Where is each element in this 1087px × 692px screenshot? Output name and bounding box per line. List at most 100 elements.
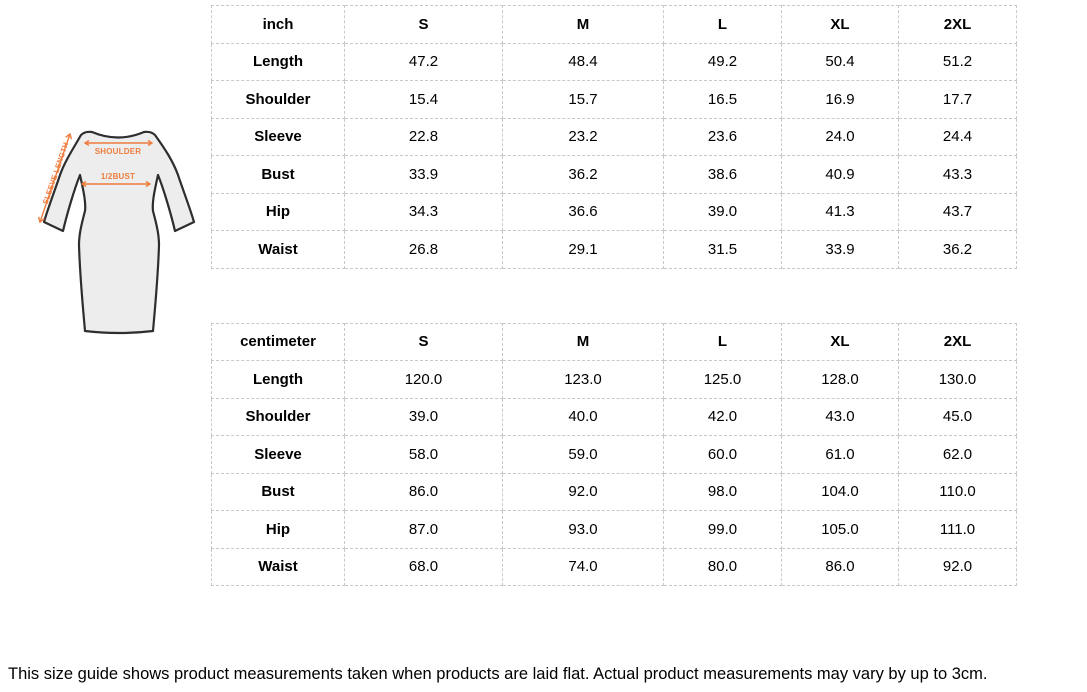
value-cell: 59.0 xyxy=(502,435,664,474)
shoulder-label: SHOULDER xyxy=(95,147,142,156)
unit-header-cell: centimeter xyxy=(211,322,345,361)
measure-label-cell: Hip xyxy=(211,192,345,231)
measurement-row: Sleeve 22.8 23.2 23.6 24.0 24.4 xyxy=(211,117,1017,156)
value-cell: 93.0 xyxy=(502,510,664,549)
value-cell: 34.3 xyxy=(344,192,503,231)
value-cell: 22.8 xyxy=(344,117,503,156)
value-cell: 43.0 xyxy=(781,397,899,436)
value-cell: 31.5 xyxy=(663,230,782,269)
measure-label-cell: Length xyxy=(211,42,345,81)
measurement-row: Length 120.0 123.0 125.0 128.0 130.0 xyxy=(211,360,1017,399)
dress-diagram-svg: SHOULDER 1/2BUST SLEEVE LENGTH xyxy=(37,130,196,335)
size-header-cell: S xyxy=(344,322,503,361)
value-cell: 87.0 xyxy=(344,510,503,549)
value-cell: 50.4 xyxy=(781,42,899,81)
measurement-row: Hip 34.3 36.6 39.0 41.3 43.7 xyxy=(211,192,1017,231)
measurement-row: Length 47.2 48.4 49.2 50.4 51.2 xyxy=(211,42,1017,81)
value-cell: 68.0 xyxy=(344,547,503,586)
measurement-row: Shoulder 39.0 40.0 42.0 43.0 45.0 xyxy=(211,397,1017,436)
dress-shape xyxy=(42,130,196,335)
size-guide-note: This size guide shows product measuremen… xyxy=(8,665,988,683)
value-cell: 15.7 xyxy=(502,80,664,119)
value-cell: 36.6 xyxy=(502,192,664,231)
size-header-cell: 2XL xyxy=(898,322,1017,361)
value-cell: 40.0 xyxy=(502,397,664,436)
value-cell: 125.0 xyxy=(663,360,782,399)
value-cell: 47.2 xyxy=(344,42,503,81)
value-cell: 74.0 xyxy=(502,547,664,586)
size-tables: inch S M L XL 2XL Length 47.2 48.4 49.2 50.4 51.2 Sh… xyxy=(211,5,1017,586)
value-cell: 92.0 xyxy=(502,472,664,511)
value-cell: 130.0 xyxy=(898,360,1017,399)
value-cell: 43.7 xyxy=(898,192,1017,231)
value-cell: 99.0 xyxy=(663,510,782,549)
value-cell: 17.7 xyxy=(898,80,1017,119)
size-header-cell: L xyxy=(663,322,782,361)
value-cell: 24.4 xyxy=(898,117,1017,156)
value-cell: 51.2 xyxy=(898,42,1017,81)
value-cell: 92.0 xyxy=(898,547,1017,586)
value-cell: 23.6 xyxy=(663,117,782,156)
size-table-centimeter: centimeter S M L XL 2XL Length 120.0 123.0 125.0 1… xyxy=(211,322,1017,587)
half-bust-arrow xyxy=(80,180,152,188)
measure-label-cell: Shoulder xyxy=(211,80,345,119)
value-cell: 104.0 xyxy=(781,472,899,511)
value-cell: 86.0 xyxy=(781,547,899,586)
measurement-row: Sleeve 58.0 59.0 60.0 61.0 62.0 xyxy=(211,435,1017,474)
value-cell: 23.2 xyxy=(502,117,664,156)
size-header-cell: XL xyxy=(781,5,899,44)
measure-label-cell: Waist xyxy=(211,547,345,586)
measure-label-cell: Bust xyxy=(211,472,345,511)
measurement-row: Waist 26.8 29.1 31.5 33.9 36.2 xyxy=(211,230,1017,269)
value-cell: 120.0 xyxy=(344,360,503,399)
value-cell: 80.0 xyxy=(663,547,782,586)
value-cell: 110.0 xyxy=(898,472,1017,511)
value-cell: 16.5 xyxy=(663,80,782,119)
sleeve-length-arrow xyxy=(37,132,73,224)
value-cell: 33.9 xyxy=(781,230,899,269)
measurement-row: Waist 68.0 74.0 80.0 86.0 92.0 xyxy=(211,547,1017,586)
value-cell: 45.0 xyxy=(898,397,1017,436)
measure-label-cell: Sleeve xyxy=(211,435,345,474)
measure-label-cell: Hip xyxy=(211,510,345,549)
value-cell: 36.2 xyxy=(898,230,1017,269)
size-table-inch: inch S M L XL 2XL Length 47.2 48.4 49.2 50.4 51.2 Sh… xyxy=(211,5,1017,269)
value-cell: 43.3 xyxy=(898,155,1017,194)
measure-label-cell: Bust xyxy=(211,155,345,194)
size-header-cell: 2XL xyxy=(898,5,1017,44)
half-bust-label: 1/2BUST xyxy=(101,172,135,181)
value-cell: 29.1 xyxy=(502,230,664,269)
value-cell: 86.0 xyxy=(344,472,503,511)
measurement-row: Bust 86.0 92.0 98.0 104.0 110.0 xyxy=(211,472,1017,511)
size-header-cell: S xyxy=(344,5,503,44)
value-cell: 26.8 xyxy=(344,230,503,269)
header-row: centimeter S M L XL 2XL xyxy=(211,322,1017,361)
measure-label-cell: Shoulder xyxy=(211,397,345,436)
unit-header-cell: inch xyxy=(211,5,345,44)
value-cell: 105.0 xyxy=(781,510,899,549)
measurement-row: Shoulder 15.4 15.7 16.5 16.9 17.7 xyxy=(211,80,1017,119)
measure-label-cell: Sleeve xyxy=(211,117,345,156)
value-cell: 33.9 xyxy=(344,155,503,194)
value-cell: 48.4 xyxy=(502,42,664,81)
value-cell: 38.6 xyxy=(663,155,782,194)
value-cell: 128.0 xyxy=(781,360,899,399)
value-cell: 58.0 xyxy=(344,435,503,474)
size-header-cell: L xyxy=(663,5,782,44)
measure-label-cell: Waist xyxy=(211,230,345,269)
value-cell: 123.0 xyxy=(502,360,664,399)
measurement-row: Bust 33.9 36.2 38.6 40.9 43.3 xyxy=(211,155,1017,194)
value-cell: 16.9 xyxy=(781,80,899,119)
dress-illustration: SHOULDER 1/2BUST SLEEVE LENGTH xyxy=(25,118,197,360)
value-cell: 62.0 xyxy=(898,435,1017,474)
value-cell: 36.2 xyxy=(502,155,664,194)
value-cell: 39.0 xyxy=(344,397,503,436)
value-cell: 61.0 xyxy=(781,435,899,474)
value-cell: 41.3 xyxy=(781,192,899,231)
value-cell: 40.9 xyxy=(781,155,899,194)
value-cell: 39.0 xyxy=(663,192,782,231)
value-cell: 42.0 xyxy=(663,397,782,436)
header-row: inch S M L XL 2XL xyxy=(211,5,1017,44)
measurement-row: Hip 87.0 93.0 99.0 105.0 111.0 xyxy=(211,510,1017,549)
